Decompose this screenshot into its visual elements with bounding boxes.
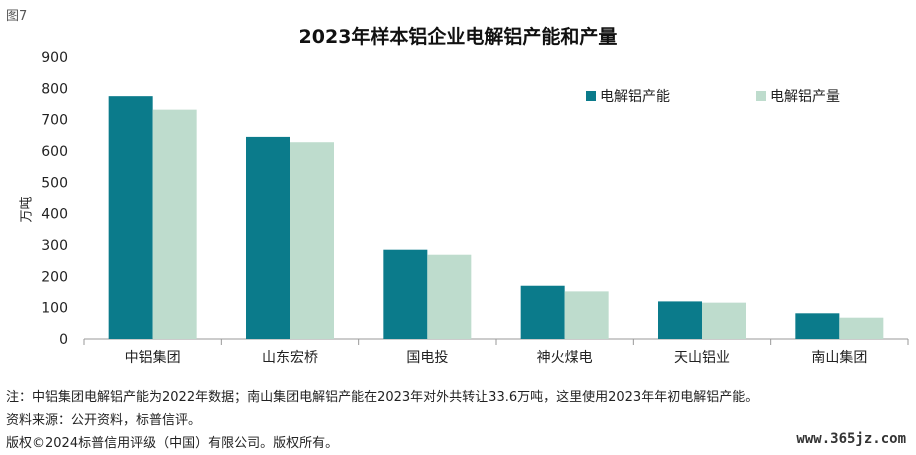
y-tick-label: 100 [41, 301, 68, 317]
watermark: www.365jz.com [796, 431, 906, 447]
bar-capacity [795, 313, 840, 339]
legend-label-output: 电解铝产量 [770, 89, 840, 105]
bar-output [839, 317, 884, 339]
x-tick-label: 国电投 [406, 350, 448, 366]
source-note: 资料来源：公开资料，标普信评。 [6, 413, 202, 428]
x-tick-label: 神火煤电 [537, 350, 593, 366]
y-tick-label: 900 [41, 50, 68, 66]
figure-label: 图7 [6, 9, 28, 24]
y-tick-label: 300 [41, 238, 68, 254]
bar-output [427, 254, 472, 339]
bar-chart: 0 100 200 300 400 500 600 700 800 900 中铝集团 山东宏桥 国电投 神… [41, 50, 909, 366]
bar-capacity [246, 136, 290, 339]
y-tick-label: 0 [59, 332, 68, 348]
y-tick-label: 400 [41, 207, 68, 223]
chart-title: 2023年样本铝企业电解铝产能和产量 [298, 26, 618, 48]
y-tick-label: 800 [41, 81, 68, 97]
bar-output [564, 291, 609, 339]
bar-capacity [520, 285, 565, 339]
y-tick-label: 500 [41, 175, 68, 191]
x-tick-label: 中铝集团 [125, 349, 181, 366]
y-tick-label: 600 [41, 144, 68, 160]
bar-output [152, 109, 197, 339]
legend-item-output: 电解铝产量 [756, 86, 840, 106]
legend-swatch-capacity [586, 91, 596, 101]
bar-output [702, 302, 746, 339]
legend-item-capacity: 电解铝产能 [586, 86, 670, 106]
x-tick-label: 山东宏桥 [262, 350, 318, 366]
x-tick-label: 天山铝业 [674, 350, 730, 366]
bar-capacity [658, 301, 702, 339]
footnote: 注：中铝集团电解铝产能为2022年数据；南山集团电解铝产能在2023年对外共转让… [6, 390, 759, 405]
legend-label-capacity: 电解铝产能 [600, 89, 670, 105]
copyright-note: 版权©2024标普信用评级（中国）有限公司。版权所有。 [6, 436, 339, 451]
y-tick-label: 200 [41, 269, 68, 285]
legend-swatch-output [756, 91, 766, 101]
bar-capacity [108, 96, 153, 340]
y-tick-label: 700 [41, 113, 68, 129]
x-tick-label: 南山集团 [811, 349, 867, 366]
bar-capacity [383, 249, 428, 339]
bar-output [290, 142, 334, 339]
